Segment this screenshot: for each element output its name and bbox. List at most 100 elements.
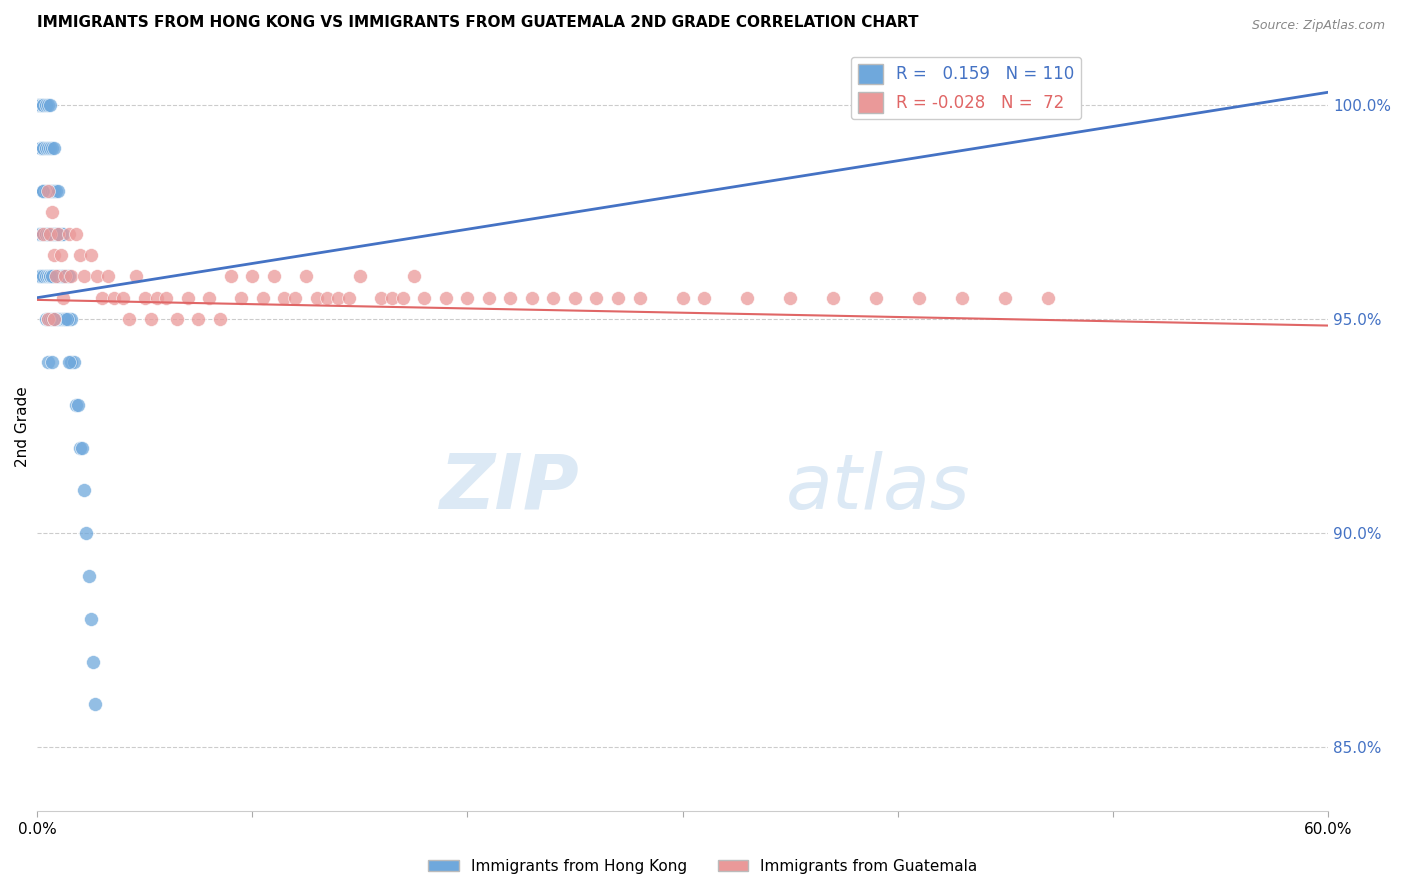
- Point: [65, 227, 87, 241]
- Point: [38, 227, 60, 241]
- Point: [155, 291, 177, 305]
- Point: [32, 184, 55, 198]
- Point: [28, 269, 51, 284]
- Point: [34, 184, 56, 198]
- Point: [41, 269, 63, 284]
- Point: [585, 291, 607, 305]
- Point: [34, 98, 56, 112]
- Text: Source: ZipAtlas.com: Source: ZipAtlas.com: [1251, 19, 1385, 31]
- Point: [48, 227, 70, 241]
- Point: [434, 291, 457, 305]
- Text: ZIP: ZIP: [440, 450, 579, 524]
- Point: [30, 227, 52, 241]
- Point: [56, 312, 79, 326]
- Point: [38, 227, 60, 241]
- Point: [30, 141, 52, 155]
- Point: [1038, 291, 1060, 305]
- Legend: Immigrants from Hong Kong, Immigrants from Guatemala: Immigrants from Hong Kong, Immigrants fr…: [422, 853, 984, 880]
- Point: [198, 291, 221, 305]
- Point: [48, 269, 70, 284]
- Point: [32, 269, 55, 284]
- Point: [44, 312, 66, 326]
- Point: [44, 269, 66, 284]
- Point: [37, 312, 59, 326]
- Point: [37, 355, 59, 369]
- Point: [52, 269, 75, 284]
- Point: [28, 98, 51, 112]
- Point: [520, 291, 543, 305]
- Point: [38, 312, 60, 326]
- Point: [69, 248, 91, 262]
- Point: [328, 291, 350, 305]
- Point: [28, 98, 51, 112]
- Point: [823, 291, 845, 305]
- Point: [69, 441, 91, 455]
- Point: [543, 291, 565, 305]
- Point: [48, 312, 70, 326]
- Point: [77, 569, 100, 583]
- Point: [45, 184, 67, 198]
- Point: [60, 355, 83, 369]
- Text: IMMIGRANTS FROM HONG KONG VS IMMIGRANTS FROM GUATEMALA 2ND GRADE CORRELATION CHA: IMMIGRANTS FROM HONG KONG VS IMMIGRANTS …: [37, 15, 918, 30]
- Point: [44, 227, 66, 241]
- Point: [44, 141, 66, 155]
- Point: [32, 141, 55, 155]
- Point: [45, 269, 67, 284]
- Point: [58, 312, 80, 326]
- Point: [146, 291, 169, 305]
- Point: [252, 291, 274, 305]
- Point: [34, 269, 56, 284]
- Point: [32, 98, 55, 112]
- Point: [38, 269, 60, 284]
- Point: [56, 312, 79, 326]
- Point: [337, 291, 360, 305]
- Point: [41, 141, 63, 155]
- Point: [37, 227, 59, 241]
- Point: [456, 291, 478, 305]
- Point: [49, 248, 72, 262]
- Point: [62, 355, 84, 369]
- Point: [37, 227, 59, 241]
- Point: [370, 291, 392, 305]
- Point: [58, 227, 80, 241]
- Point: [30, 98, 52, 112]
- Point: [49, 227, 72, 241]
- Point: [49, 269, 72, 284]
- Point: [478, 291, 501, 305]
- Point: [693, 291, 716, 305]
- Point: [65, 398, 87, 412]
- Point: [908, 291, 931, 305]
- Point: [53, 269, 76, 284]
- Point: [32, 98, 55, 112]
- Point: [84, 698, 107, 712]
- Point: [41, 355, 63, 369]
- Point: [628, 291, 651, 305]
- Point: [52, 291, 75, 305]
- Point: [30, 98, 52, 112]
- Point: [735, 291, 758, 305]
- Point: [607, 291, 630, 305]
- Point: [80, 612, 103, 626]
- Point: [30, 141, 52, 155]
- Point: [37, 98, 59, 112]
- Point: [32, 227, 55, 241]
- Point: [37, 312, 59, 326]
- Point: [28, 98, 51, 112]
- Point: [28, 227, 51, 241]
- Point: [52, 312, 75, 326]
- Point: [994, 291, 1017, 305]
- Y-axis label: 2nd Grade: 2nd Grade: [15, 386, 30, 467]
- Point: [208, 312, 231, 326]
- Point: [53, 312, 76, 326]
- Point: [30, 269, 52, 284]
- Point: [564, 291, 586, 305]
- Point: [86, 269, 108, 284]
- Point: [73, 483, 96, 498]
- Point: [45, 269, 67, 284]
- Point: [37, 269, 59, 284]
- Point: [402, 269, 425, 284]
- Point: [41, 269, 63, 284]
- Point: [139, 312, 162, 326]
- Point: [34, 227, 56, 241]
- Point: [52, 227, 75, 241]
